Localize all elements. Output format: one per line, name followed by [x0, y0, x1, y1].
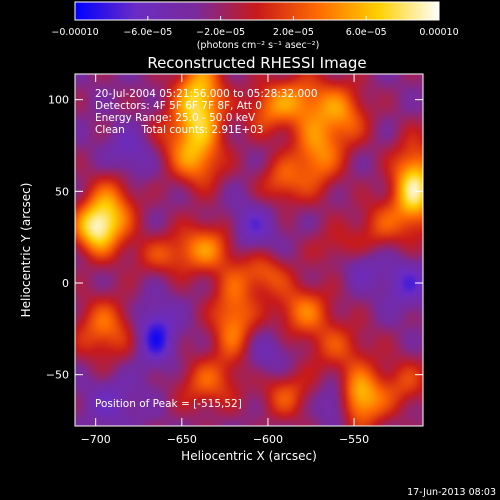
x-tick-label: −700	[81, 433, 111, 446]
y-tick-label: −50	[46, 369, 69, 382]
footer-timestamp: 17-Jun-2013 08:03	[407, 487, 496, 498]
y-axis-ticks: −50 0 50 100	[46, 94, 423, 382]
x-tick-label: −600	[253, 433, 283, 446]
y-tick-label: 0	[62, 277, 69, 290]
plot-frame	[74, 73, 424, 427]
colorbar-tick-label: −2.0e−05	[196, 27, 245, 38]
colorbar-unit-label: (photons cm⁻² s⁻¹ asec⁻²)	[197, 40, 320, 51]
y-axis-label: Heliocentric Y (arcsec)	[19, 183, 33, 318]
y-tick-label: 50	[55, 185, 69, 198]
colorbar-tick-label: 0.00010	[419, 27, 458, 38]
peak-position-annotation: Position of Peak = [-515,52]	[95, 398, 242, 410]
chart-title: Reconstructed RHESSI Image	[147, 54, 366, 72]
clean-counts-annotation: Clean Total counts: 2.91E+03	[95, 124, 264, 136]
colorbar-ticks: −0.00010 −6.0e−05 −2.0e−05 2.0e−05 6.0e−05 0.…	[51, 16, 459, 38]
colorbar-strip	[75, 2, 439, 20]
time-range-annotation: 20-Jul-2004 05:21:56.000 to 05:28:32.000	[95, 88, 318, 100]
colorbar-tick-label: 6.0e−05	[346, 27, 387, 38]
colorbar-tick-label: −0.00010	[51, 27, 98, 38]
heatmap-image	[75, 74, 423, 426]
energy-range-annotation: Energy Range: 25.0 - 50.0 keV	[95, 112, 256, 124]
x-tick-label: −550	[339, 433, 369, 446]
x-axis-ticks: −700 −650 −600 −550	[81, 74, 369, 446]
colorbar-tick-label: −6.0e−05	[123, 27, 172, 38]
x-axis-label: Heliocentric X (arcsec)	[181, 449, 317, 463]
plot-area: −700 −650 −600 −550 −50 0 50 100	[46, 73, 424, 446]
colorbar-frame	[74, 1, 440, 21]
x-tick-label: −650	[167, 433, 197, 446]
y-tick-label: 100	[48, 94, 69, 107]
colorbar-tick-label: 2.0e−05	[273, 27, 314, 38]
detectors-annotation: Detectors: 4F 5F 6F 7F 8F, Att 0	[95, 100, 262, 112]
colorbar: −0.00010 −6.0e−05 −2.0e−05 2.0e−05 6.0e−05 0.…	[51, 1, 459, 51]
